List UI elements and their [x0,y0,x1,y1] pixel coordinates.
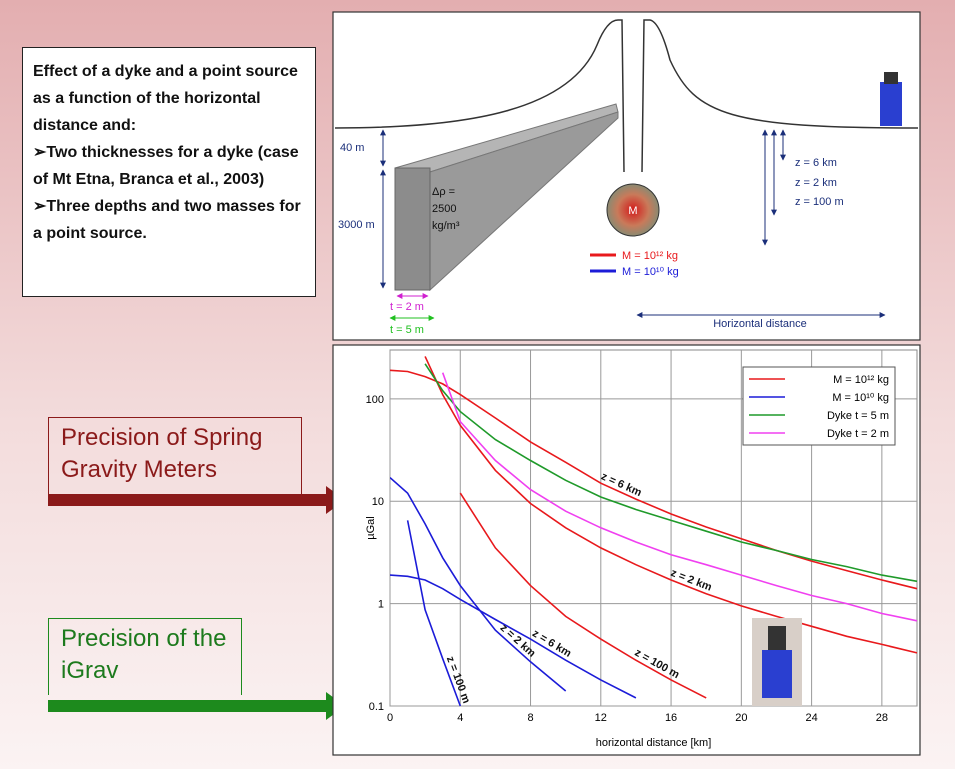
mass-legend: M = 10¹² kg [622,250,678,262]
gravimeter-icon [752,618,802,706]
depth-label: z = 100 m [795,196,844,208]
x-tick-label: 4 [457,712,463,724]
x-tick-label: 20 [735,712,747,724]
legend-entry: Dyke t = 2 m [827,428,889,440]
legend-entry: M = 10¹² kg [833,374,889,386]
x-tick-label: 12 [595,712,607,724]
depth-label: z = 6 km [795,157,837,169]
depth-label: 40 m [340,142,364,154]
x-tick-label: 16 [665,712,677,724]
legend-entry: M = 10¹⁰ kg [832,392,889,404]
y-axis-label: µGal [365,516,377,539]
density-label: Δρ = [432,186,455,198]
slide: Effect of a dyke and a point source as a… [0,0,955,769]
mass-label: M [628,205,637,217]
x-axis-label: horizontal distance [km] [596,737,712,749]
x-tick-label: 28 [876,712,888,724]
arrow-body [48,494,328,506]
y-tick-label: 10 [372,496,384,508]
arrow-body [48,700,328,712]
thickness-label: t = 2 m [390,301,424,313]
y-tick-label: 1 [378,599,384,611]
depth-label: 3000 m [338,219,375,231]
thickness-label: t = 5 m [390,324,424,336]
dyke-front [395,168,430,290]
depth-label: z = 2 km [795,177,837,189]
legend-entry: Dyke t = 5 m [827,410,889,422]
density-label: 2500 [432,203,456,215]
y-tick-label: 100 [366,394,384,406]
density-label: kg/m³ [432,220,460,232]
x-tick-label: 8 [527,712,533,724]
x-tick-label: 24 [805,712,817,724]
y-tick-label: 0.1 [369,701,384,713]
figure: 40 m 3000 m Δρ = 2500 kg/m³ M t = 2 m t … [0,0,955,769]
distance-label: Horizontal distance [713,318,807,330]
mass-legend: M = 10¹⁰ kg [622,266,679,278]
x-tick-label: 0 [387,712,393,724]
